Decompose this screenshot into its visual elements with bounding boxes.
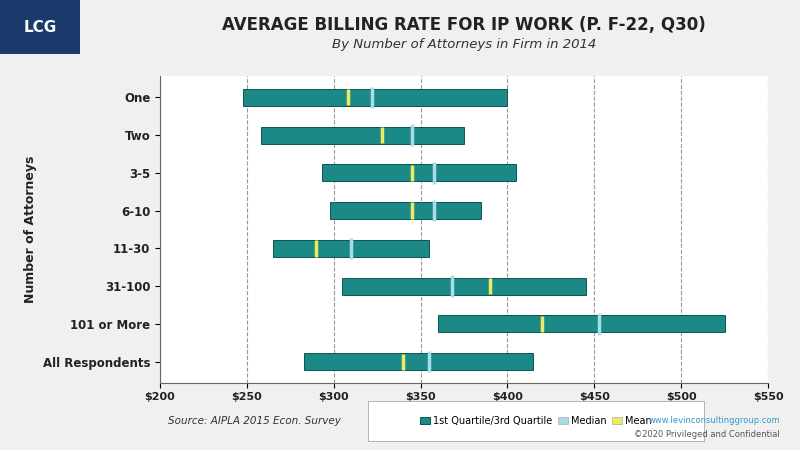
Text: AVERAGE BILLING RATE FOR IP WORK (P. F-22, Q30): AVERAGE BILLING RATE FOR IP WORK (P. F-2… bbox=[222, 16, 706, 34]
Text: Source: AIPLA 2015 Econ. Survey: Source: AIPLA 2015 Econ. Survey bbox=[168, 416, 341, 426]
Bar bbox=[342, 278, 586, 295]
Bar bbox=[273, 240, 430, 257]
Y-axis label: Number of Attorneys: Number of Attorneys bbox=[24, 156, 38, 303]
Legend: 1st Quartile/3rd Quartile, Median, Mean: 1st Quartile/3rd Quartile, Median, Mean bbox=[417, 412, 655, 430]
Text: www.levinconsultinggroup.com: www.levinconsultinggroup.com bbox=[648, 416, 780, 425]
Bar bbox=[243, 89, 507, 106]
Text: LCG: LCG bbox=[23, 19, 57, 35]
Bar bbox=[438, 315, 725, 333]
Bar bbox=[261, 126, 464, 144]
Bar bbox=[322, 164, 516, 181]
Text: ©2020 Privileged and Confidential: ©2020 Privileged and Confidential bbox=[634, 430, 780, 439]
Bar bbox=[330, 202, 482, 219]
Bar bbox=[304, 353, 534, 370]
Text: By Number of Attorneys in Firm in 2014: By Number of Attorneys in Firm in 2014 bbox=[332, 38, 596, 51]
